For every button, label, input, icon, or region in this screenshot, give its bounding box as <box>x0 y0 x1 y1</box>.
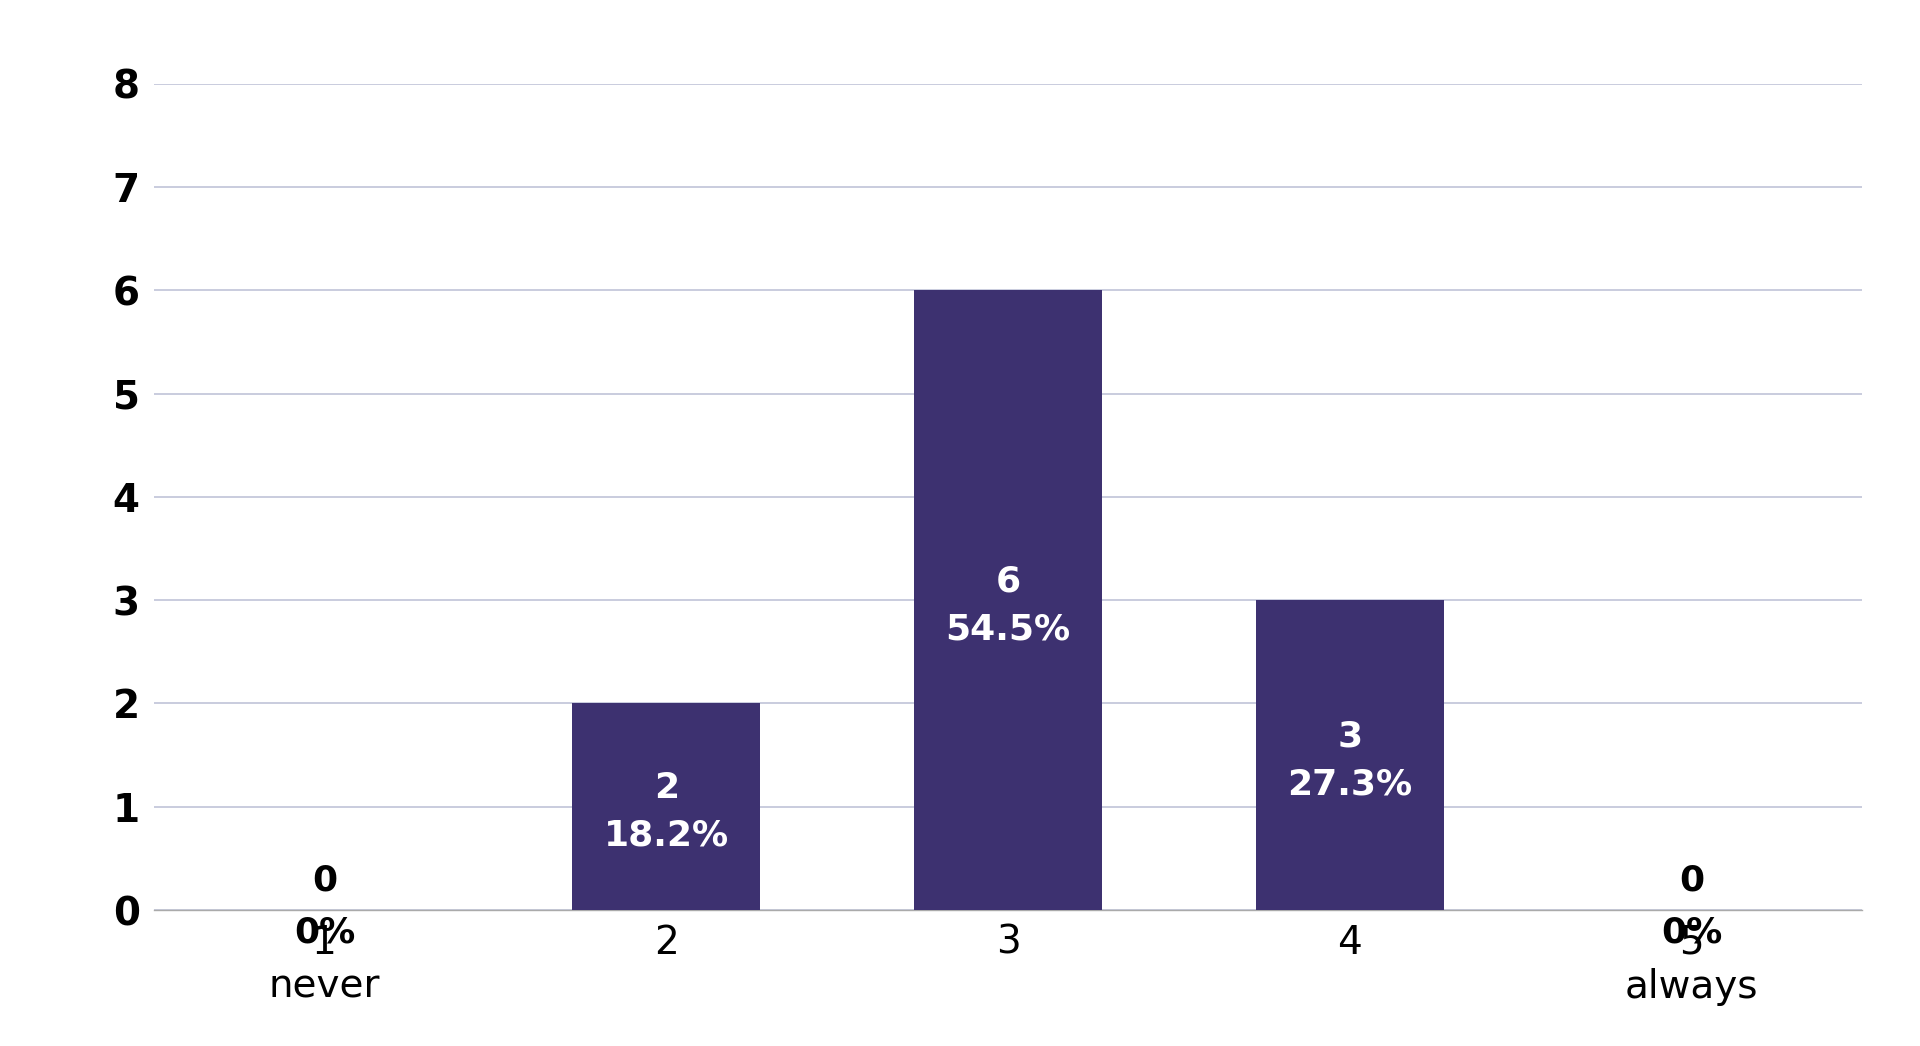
Text: 27.3%: 27.3% <box>1286 767 1413 801</box>
Text: 54.5%: 54.5% <box>945 612 1071 646</box>
Bar <box>1256 600 1444 910</box>
Text: 2: 2 <box>653 771 680 805</box>
Text: 3: 3 <box>1336 720 1363 753</box>
Text: 0%: 0% <box>1661 915 1722 950</box>
Text: 0: 0 <box>311 864 338 897</box>
Text: 0%: 0% <box>294 915 355 950</box>
Bar <box>572 703 760 910</box>
Bar <box>914 290 1102 910</box>
Text: 0: 0 <box>1678 864 1705 897</box>
Text: 6: 6 <box>995 565 1021 598</box>
Text: 18.2%: 18.2% <box>603 819 730 852</box>
